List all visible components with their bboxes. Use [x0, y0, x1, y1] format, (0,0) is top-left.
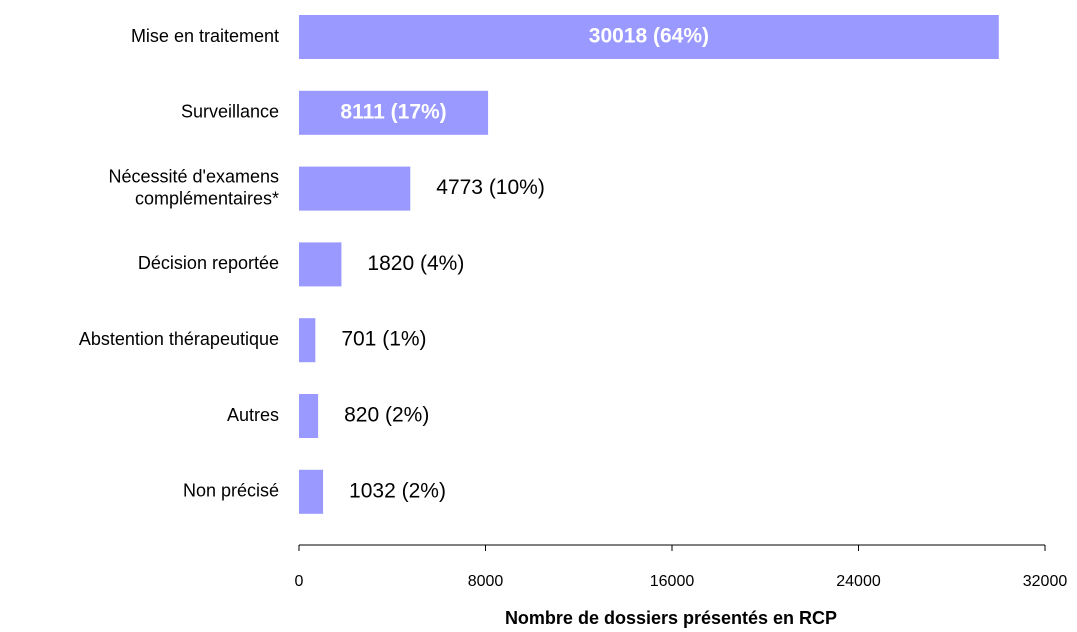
y-tick-label: Nécessité d'examens complémentaires* [108, 166, 279, 208]
x-axis-title: Nombre de dossiers présentés en RCP [505, 608, 837, 628]
y-tick-label: Surveillance [181, 102, 279, 122]
y-tick-label: Décision reportée [138, 253, 279, 273]
bar [299, 394, 319, 438]
bar [299, 318, 316, 363]
bar [299, 469, 324, 514]
value-label: 701 (1%) [341, 328, 426, 351]
value-label: 30018 (64%) [589, 25, 709, 48]
y-tick-label: Non précisé [183, 481, 279, 501]
value-label: 1032 (2%) [349, 479, 446, 502]
x-tick-label: 16000 [650, 573, 695, 590]
x-tick-label: 24000 [836, 573, 881, 590]
bar [299, 166, 411, 211]
value-label: 8111 (17%) [340, 100, 446, 123]
y-tick-label: Autres [227, 405, 279, 425]
value-label: 1820 (4%) [367, 252, 464, 275]
bar [299, 15, 999, 59]
x-tick-label: 8000 [468, 573, 504, 590]
y-tick-label: Abstention thérapeutique [79, 329, 279, 349]
value-label: 820 (2%) [344, 404, 429, 427]
bar [299, 242, 342, 287]
y-tick-label: Mise en traitement [131, 26, 279, 46]
bar [299, 90, 489, 135]
x-tick-label: 0 [295, 573, 304, 590]
x-tick-label: 32000 [1023, 573, 1068, 590]
value-label: 4773 (10%) [436, 176, 545, 199]
